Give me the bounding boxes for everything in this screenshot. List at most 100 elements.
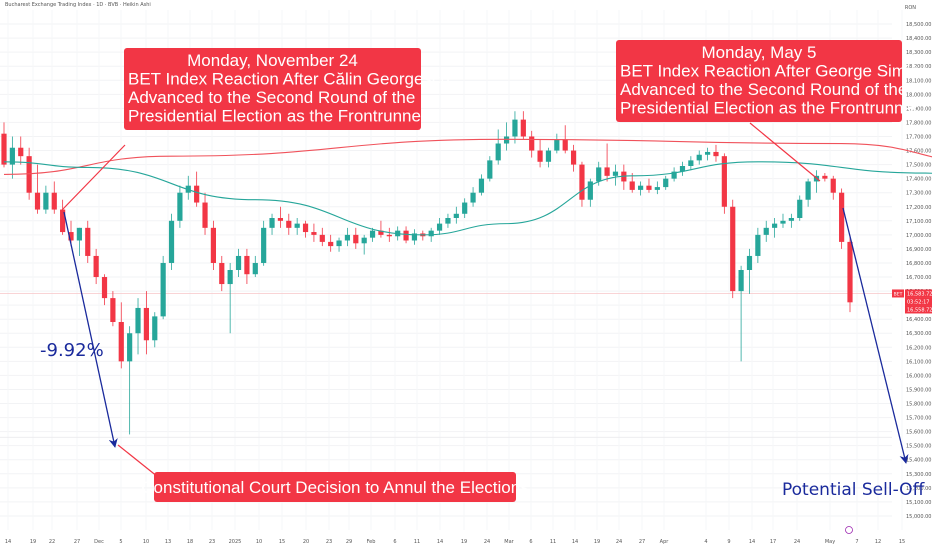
x-tick-label-3: 27 bbox=[74, 539, 80, 545]
y-tick-label-11: 17,400.00 bbox=[906, 177, 931, 183]
candle-body-68 bbox=[570, 150, 577, 165]
candle-body-6 bbox=[51, 192, 57, 210]
y-tick-label-18: 16,700.00 bbox=[906, 275, 931, 281]
candle-body-70 bbox=[587, 181, 593, 200]
x-tick-label-11: 10 bbox=[256, 539, 262, 545]
x-tick-label-35: May bbox=[825, 539, 835, 545]
candle-body-71 bbox=[596, 167, 602, 182]
x-tick-label-32: 14 bbox=[749, 539, 755, 545]
candle-body-2 bbox=[18, 147, 24, 157]
candle-body-93 bbox=[780, 220, 786, 224]
candle-body-27 bbox=[227, 270, 233, 285]
price-tag-1 bbox=[905, 297, 932, 306]
x-tick-label-9: 23 bbox=[209, 539, 215, 545]
y-tick-label-33: 15,200.00 bbox=[906, 486, 931, 492]
callout-connector-3 bbox=[117, 444, 159, 478]
y-tick-label-28: 15,700.00 bbox=[906, 416, 931, 422]
price-tag-label-0: 16,583.72 bbox=[907, 291, 932, 297]
callout-nov24-text-3: Presidential Election as the Frontrunner bbox=[128, 107, 427, 126]
x-tick-label-5: 5 bbox=[119, 539, 122, 545]
callout-connector-2 bbox=[749, 122, 821, 182]
callout-nov24-text-1: BET Index Reaction After Călin Georgescu bbox=[128, 70, 450, 89]
candle-body-11 bbox=[93, 255, 99, 278]
candle-body-81 bbox=[679, 166, 686, 172]
y-tick-label-10: 17,500.00 bbox=[906, 163, 931, 169]
y-tick-label-9: 17,600.00 bbox=[906, 149, 931, 155]
candle-body-67 bbox=[562, 139, 568, 151]
x-tick-label-13: 20 bbox=[303, 539, 309, 545]
candle-body-37 bbox=[311, 232, 317, 235]
x-tick-label-12: 15 bbox=[279, 539, 285, 545]
y-tick-label-2: 18,300.00 bbox=[906, 50, 931, 56]
candle-body-42 bbox=[353, 234, 359, 244]
candle-body-89 bbox=[746, 255, 753, 270]
x-tick-label-33: 17 bbox=[770, 539, 776, 545]
candle-body-8 bbox=[68, 232, 74, 241]
candle-body-14 bbox=[118, 322, 124, 362]
y-tick-label-16: 16,900.00 bbox=[906, 247, 931, 253]
moving-average-line-0 bbox=[3, 138, 932, 175]
y-tick-label-0: 18,500.00 bbox=[906, 22, 931, 28]
candle-body-94 bbox=[788, 218, 794, 221]
candle-body-96 bbox=[805, 181, 811, 200]
candle-body-46 bbox=[386, 234, 392, 237]
candle-body-38 bbox=[319, 234, 325, 242]
candle-body-64 bbox=[537, 150, 543, 162]
candle-body-62 bbox=[520, 119, 526, 137]
candle-body-39 bbox=[328, 241, 334, 247]
x-tick-label-20: 19 bbox=[461, 539, 467, 545]
candle-body-18 bbox=[152, 316, 158, 341]
callout-may5-text-3: Presidential Election as the Frontrunner bbox=[620, 99, 919, 118]
candle-body-4 bbox=[34, 192, 41, 210]
y-tick-label-25: 16,000.00 bbox=[906, 373, 931, 379]
x-tick-label-4: Dec bbox=[94, 539, 104, 545]
candle-body-82 bbox=[688, 160, 694, 166]
decline-arrow bbox=[63, 211, 118, 448]
candle-body-95 bbox=[797, 199, 803, 218]
candle-body-1 bbox=[9, 147, 15, 165]
price-tag-2 bbox=[905, 305, 932, 314]
y-tick-label-31: 15,400.00 bbox=[906, 458, 931, 464]
y-tick-label-23: 16,200.00 bbox=[906, 345, 931, 351]
x-tick-label-15: 29 bbox=[346, 539, 352, 545]
candle-body-72 bbox=[604, 167, 610, 176]
candle-body-25 bbox=[210, 227, 217, 263]
x-tick-label-7: 13 bbox=[165, 539, 171, 545]
y-tick-label-8: 17,700.00 bbox=[906, 134, 931, 140]
x-tick-label-31: 9 bbox=[727, 539, 730, 545]
candle-body-32 bbox=[269, 218, 275, 228]
x-tick-label-37: 12 bbox=[875, 539, 881, 545]
x-tick-label-1: 19 bbox=[30, 539, 36, 545]
y-tick-label-1: 18,400.00 bbox=[906, 36, 931, 42]
candle-body-58 bbox=[487, 160, 493, 179]
x-tick-label-22: Mar bbox=[504, 539, 514, 545]
price-symbol-label: BET bbox=[894, 291, 903, 297]
y-tick-label-7: 17,800.00 bbox=[906, 120, 931, 126]
candle-body-44 bbox=[369, 230, 376, 238]
y-tick-label-6: 17,900.00 bbox=[906, 106, 931, 112]
callout-nov24-box bbox=[124, 48, 421, 130]
y-tick-label-12: 17,300.00 bbox=[906, 191, 931, 197]
x-tick-label-23: 6 bbox=[529, 539, 532, 545]
candle-body-41 bbox=[344, 234, 351, 241]
candle-body-91 bbox=[763, 227, 769, 235]
y-tick-label-32: 15,300.00 bbox=[906, 472, 931, 478]
y-tick-label-24: 16,100.00 bbox=[906, 359, 931, 365]
y-tick-label-17: 16,800.00 bbox=[906, 261, 931, 267]
price-tag-label-1: 03:52:17 bbox=[907, 299, 929, 305]
candle-body-36 bbox=[302, 223, 309, 233]
sell-off-label: Potential Sell-Off bbox=[782, 480, 926, 500]
candle-body-77 bbox=[646, 185, 652, 190]
price-tag-label-2: 16,558.72 bbox=[907, 307, 932, 313]
candle-body-10 bbox=[85, 227, 91, 256]
candle-body-57 bbox=[478, 178, 485, 193]
x-tick-label-34: 24 bbox=[794, 539, 800, 545]
candle-body-23 bbox=[194, 185, 200, 203]
y-tick-label-35: 15,000.00 bbox=[906, 514, 931, 520]
x-tick-label-30: 4 bbox=[704, 539, 707, 545]
callout-may5-text-1: BET Index Reaction After George Simion bbox=[620, 62, 929, 81]
y-tick-label-13: 17,200.00 bbox=[906, 205, 931, 211]
candle-body-78 bbox=[654, 187, 660, 190]
